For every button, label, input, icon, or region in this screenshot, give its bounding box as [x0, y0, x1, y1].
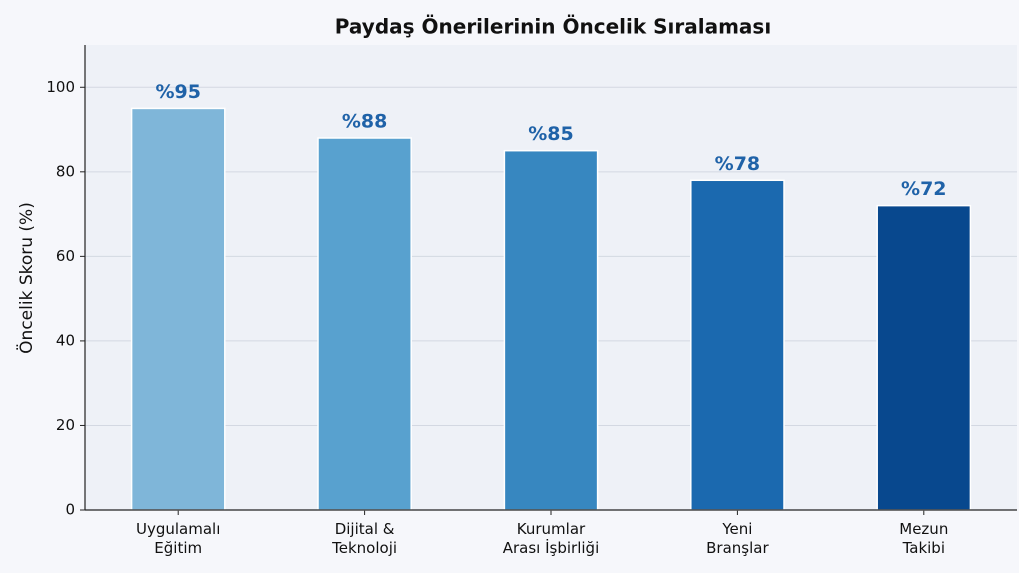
x-tick-label-line: Arası İşbirliği [503, 538, 600, 557]
x-tick-label-line: Takibi [902, 539, 945, 557]
y-tick-label: 20 [56, 416, 75, 434]
x-tick-label: Uygulamalı Eğitim [136, 520, 220, 557]
y-tick-label: 40 [56, 331, 75, 349]
x-tick-label-line: Eğitim [154, 539, 202, 557]
x-tick-label-line: Yeni [721, 520, 752, 538]
chart-title: Paydaş Önerilerinin Öncelik Sıralaması [335, 15, 771, 39]
bar [690, 179, 785, 511]
value-label: %78 [715, 153, 760, 175]
y-axis-label: Öncelik Skoru (%) [15, 202, 37, 354]
x-tick-label: Dijital & Teknoloji [331, 520, 397, 557]
y-tick-label: 80 [56, 162, 75, 180]
x-tick-label: Mezun Takibi [899, 520, 948, 557]
x-tick-label-line: Teknoloji [331, 539, 397, 557]
value-label: %88 [342, 111, 387, 133]
y-tick-label: 60 [56, 247, 75, 265]
bar [503, 149, 599, 511]
x-tick-label: Yeni Branşlar [706, 520, 769, 557]
x-tick-label-line: Kurumlar [517, 520, 586, 538]
x-tick-label-line: Mezun [899, 520, 948, 538]
x-tick-label: Kurumlar Arası İşbirliği [503, 520, 600, 557]
value-label: %95 [155, 81, 200, 103]
y-tick-label: 0 [65, 501, 75, 519]
value-label: %85 [528, 123, 573, 145]
x-tick-label-line: Branşlar [706, 539, 769, 557]
bar [317, 137, 412, 511]
x-tick-label-line: Dijital & [335, 520, 395, 538]
value-label: %72 [901, 178, 946, 200]
y-tick-label: 100 [46, 78, 75, 96]
x-tick-label-line: Uygulamalı [136, 520, 220, 538]
bar [130, 107, 226, 511]
bar [876, 204, 972, 511]
